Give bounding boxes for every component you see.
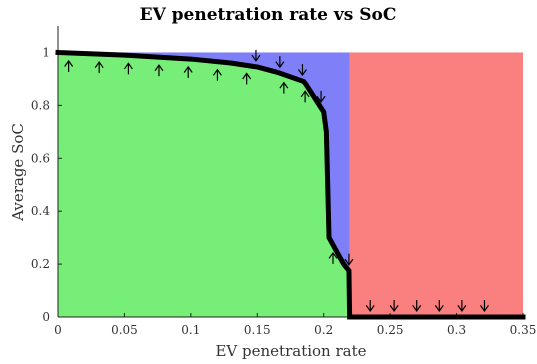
plot-area: 0 0.05 0.1 0.15 0.2 0.25 0.3 0.35 0 0.2 0.4 0.6 0.8 1 <box>31 26 536 337</box>
y-tick-label: 0.6 <box>31 151 50 165</box>
y-tick-label: 0.4 <box>31 204 50 218</box>
x-tick-label: 0.25 <box>377 323 404 337</box>
chart-title: EV penetration rate vs SoC <box>140 5 397 25</box>
y-tick-label: 1 <box>42 45 50 59</box>
y-tick-label: 0.2 <box>31 257 50 271</box>
region-red <box>350 52 523 317</box>
y-axis-label: Average SoC <box>9 123 27 222</box>
x-tick-label: 0.05 <box>111 323 138 337</box>
x-tick-label: 0 <box>54 323 62 337</box>
y-tick-label: 0.8 <box>31 98 50 112</box>
x-tick-label: 0.3 <box>447 323 466 337</box>
x-tick-label: 0.35 <box>510 323 537 337</box>
x-tick-label: 0.2 <box>314 323 333 337</box>
x-tick-label: 0.15 <box>244 323 271 337</box>
x-axis-label: EV penetration rate <box>215 342 366 360</box>
y-tick-label: 0 <box>42 310 50 324</box>
x-tick-label: 0.1 <box>181 323 200 337</box>
